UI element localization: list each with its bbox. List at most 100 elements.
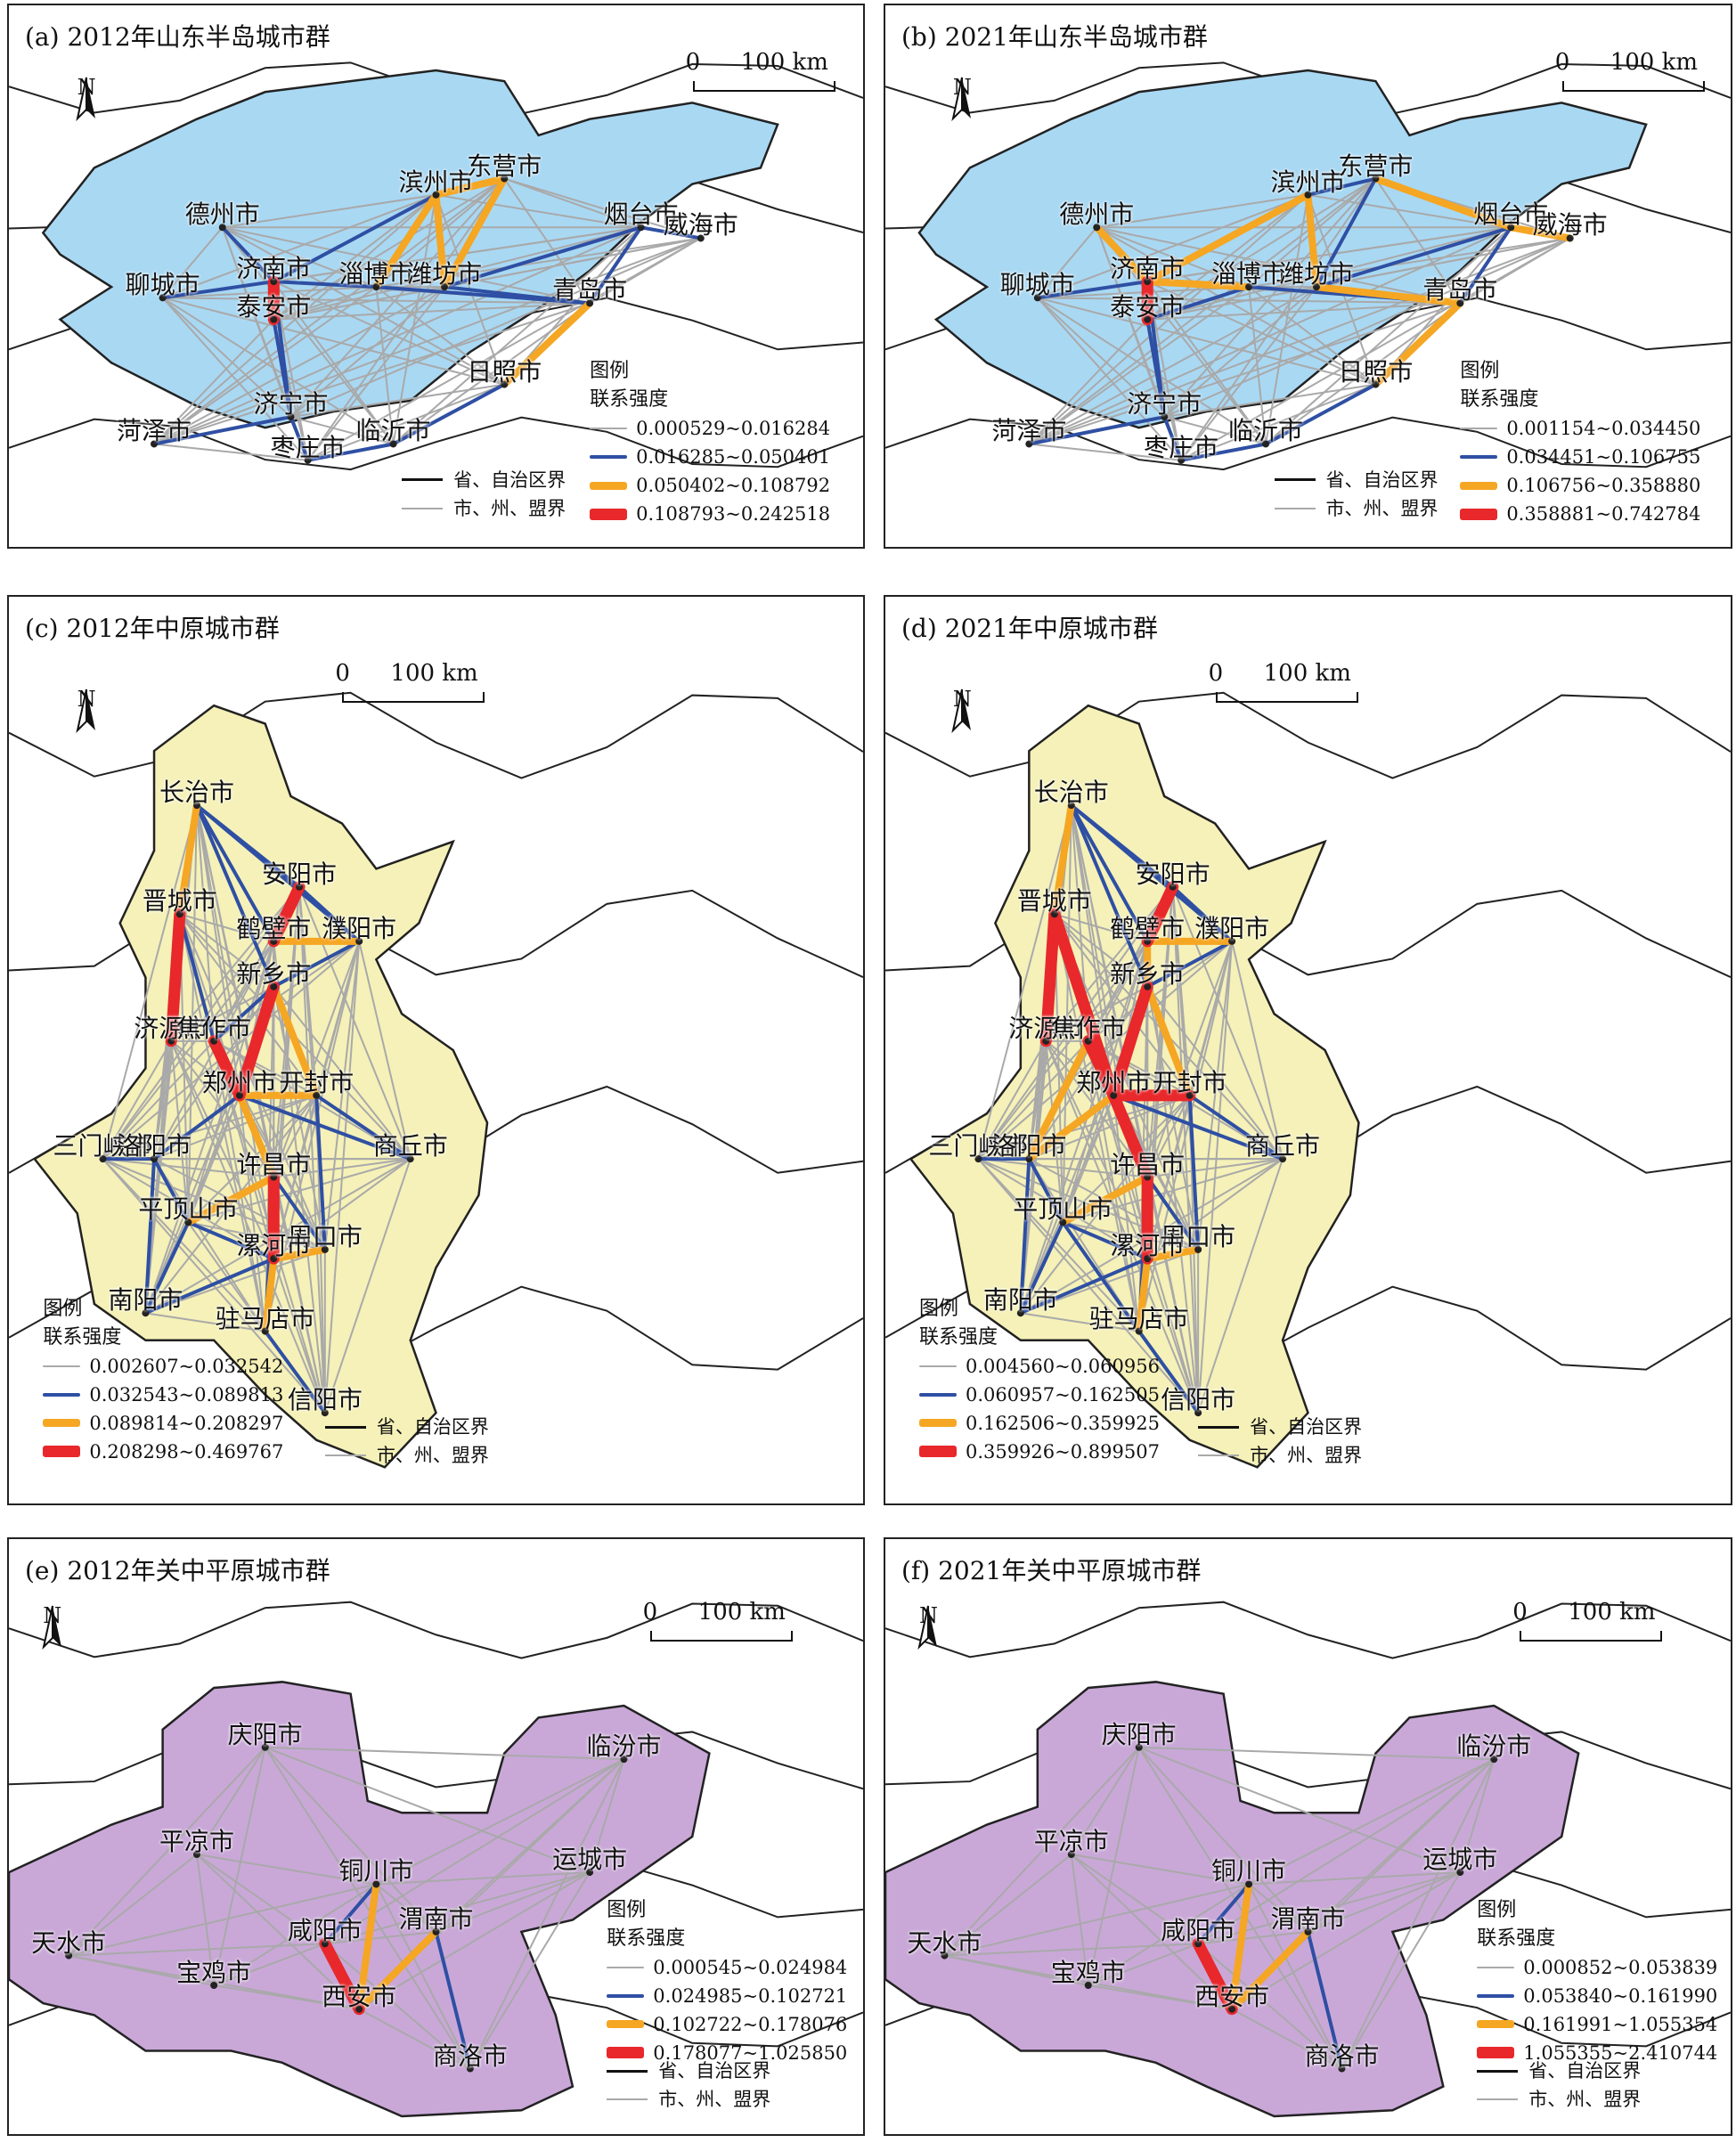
city-node: [304, 456, 312, 464]
legend-item: 0.106756~0.358880: [1460, 471, 1700, 500]
link-medium: [1027, 415, 1167, 446]
link-weak: [102, 1040, 215, 1160]
link-weak: [1163, 237, 1571, 418]
link-medium: [1458, 225, 1513, 306]
city-node: [210, 1037, 218, 1045]
panel-title: (c) 2012年中原城市群: [25, 614, 280, 643]
link-weak: [1028, 318, 1148, 445]
city-label: 长治市: [1033, 778, 1109, 808]
city-label: 德州市: [184, 200, 260, 230]
city-node: [1144, 982, 1152, 990]
link-weak: [1137, 1747, 1309, 1933]
link-strong: [1372, 175, 1515, 232]
boundary-legend: 省、自治区界 市、州、盟界: [607, 2057, 770, 2114]
north-arrow-icon: N: [944, 688, 980, 759]
city-label: 临汾市: [1456, 1732, 1532, 1762]
link-weak: [1231, 2008, 1342, 2070]
link-weak: [1459, 1758, 1496, 1873]
city-node: [389, 440, 397, 448]
legend-item: 0.060957~0.162505: [918, 1381, 1160, 1409]
link-weak: [213, 1984, 360, 2010]
link-strong: [1507, 224, 1574, 242]
link-weak: [1138, 1746, 1495, 1761]
city-node: [296, 883, 304, 891]
link-weak: [153, 986, 275, 1160]
link-weak: [102, 1158, 326, 1251]
city-label: 咸阳市: [287, 1916, 363, 1946]
link-weak: [1096, 226, 1250, 289]
neighbor-boundary: [885, 1601, 1731, 1659]
city-node: [287, 413, 295, 421]
link-weak: [1045, 886, 1174, 1042]
map-legend: 图例 联系强度 0.000529~0.016284 0.016285~0.050401…: [590, 357, 830, 528]
link-medium: [374, 285, 592, 306]
city-node: [1161, 413, 1169, 421]
link-weak: [1054, 913, 1148, 988]
city-label: 商洛市: [432, 2041, 508, 2071]
link-medium: [272, 1175, 327, 1251]
link-weak: [1028, 986, 1149, 1160]
city-node: [355, 2005, 363, 2013]
city-node: [261, 1327, 269, 1335]
link-weak: [1087, 1747, 1140, 1986]
link-strong: [1144, 278, 1253, 291]
link-weak: [503, 177, 702, 240]
city-node: [192, 802, 200, 810]
link-weak: [1341, 1758, 1496, 2069]
link-medium: [1145, 1175, 1201, 1251]
city-node: [1372, 175, 1380, 183]
link-weak: [162, 193, 436, 299]
link-medium: [1069, 803, 1150, 943]
legend-item: 0.208298~0.469767: [43, 1438, 283, 1466]
link-medium: [588, 225, 643, 306]
city-node: [1084, 1982, 1092, 1989]
link-weak: [290, 383, 505, 419]
link-strongest: [1048, 908, 1120, 1102]
city-node: [620, 1756, 628, 1764]
link-strong: [1144, 982, 1194, 1099]
link-strong: [1304, 191, 1320, 291]
city-label: 鹤壁市: [1110, 913, 1186, 943]
link-weak: [1070, 1854, 1089, 1986]
city-node: [1050, 910, 1058, 918]
north-arrow-icon: N: [944, 76, 980, 147]
link-weak: [977, 1040, 1089, 1160]
scale-bar: 0 100 km: [641, 1599, 802, 1642]
city-node: [1456, 299, 1464, 307]
legend-item: 0.000545~0.024984: [607, 1953, 847, 1982]
city-label: 三门峡市: [53, 1131, 153, 1161]
city-label: 许昌市: [1110, 1149, 1186, 1179]
link-weak: [153, 1040, 173, 1160]
link-weak: [162, 297, 505, 386]
link-weak: [1198, 1930, 1308, 1945]
link-weak: [188, 1221, 326, 1251]
link-weak: [187, 805, 198, 1223]
city-node: [432, 191, 440, 199]
link-weak: [222, 226, 377, 289]
link-weak: [1163, 416, 1267, 445]
city-label: 漯河市: [236, 1231, 312, 1261]
city-label: 许昌市: [236, 1149, 312, 1179]
city-label: 聊城市: [999, 270, 1075, 300]
link-weak: [1028, 177, 1377, 445]
legend-item: 0.053840~0.161990: [1477, 1982, 1717, 2010]
link-strongest: [1107, 981, 1153, 1102]
legend-item: 0.032543~0.089813: [43, 1381, 283, 1409]
link-weak: [68, 1854, 198, 1957]
link-weak: [298, 886, 326, 1414]
city-node: [501, 380, 509, 388]
link-weak: [469, 1871, 591, 2070]
link-strong: [1372, 299, 1464, 388]
link-weak: [1146, 177, 1376, 321]
link-strongest: [319, 1937, 365, 2016]
city-label: 威海市: [1532, 210, 1608, 240]
link-weak: [1248, 286, 1377, 386]
scale-bar: 0 100 km: [684, 49, 844, 92]
link-medium: [289, 415, 310, 462]
link-weak: [1020, 1249, 1199, 1315]
link-medium: [306, 442, 395, 462]
scale-bar: 0 100 km: [1207, 660, 1367, 704]
city-label: 铜川市: [338, 1856, 414, 1886]
link-strongest: [233, 981, 280, 1102]
link-medium: [322, 1882, 379, 1946]
